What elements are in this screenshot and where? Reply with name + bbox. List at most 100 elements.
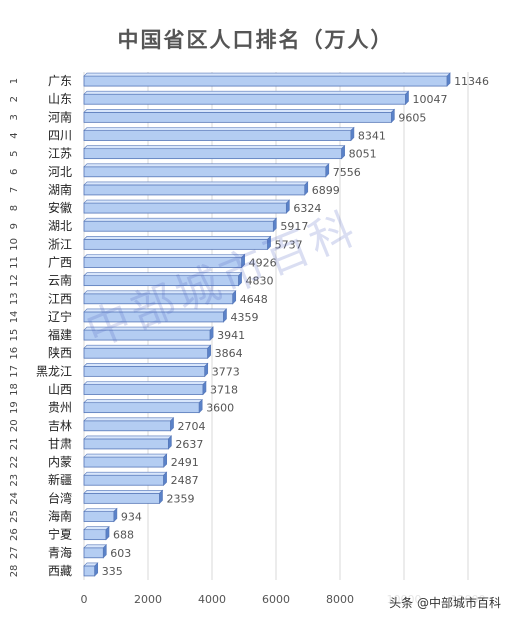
bars <box>83 72 451 577</box>
rank-label: 20 <box>9 419 20 432</box>
category-label: 河北 <box>48 165 72 179</box>
category-label: 西藏 <box>48 564 72 578</box>
rank-label: 13 <box>9 292 20 305</box>
rank-label: 14 <box>9 311 20 324</box>
x-tick-label: 8000 <box>326 593 354 606</box>
bar <box>83 220 274 232</box>
source-badge: 头条 @中部城市百科 <box>385 593 505 612</box>
data-label: 3773 <box>212 365 240 378</box>
category-label: 海南 <box>48 509 72 524</box>
bar <box>83 93 406 105</box>
bar-top-face <box>83 199 291 204</box>
rank-label: 22 <box>9 456 20 469</box>
rank-label: 2 <box>9 96 20 102</box>
data-label: 11346 <box>454 75 489 88</box>
data-label: 335 <box>102 565 123 578</box>
category-label: 云南 <box>48 273 72 288</box>
data-label: 2359 <box>166 492 194 505</box>
bar-top-face <box>83 399 203 403</box>
bar-side-face <box>159 489 163 505</box>
category-label: 陕西 <box>48 345 72 360</box>
bar <box>83 402 200 414</box>
rank-label: 12 <box>9 274 20 287</box>
bar-side-face <box>223 308 227 323</box>
bar <box>83 130 352 141</box>
bar-top-face <box>83 145 346 149</box>
bar-side-face <box>105 525 110 541</box>
bar-top-face <box>83 72 451 77</box>
x-tick-label: 2000 <box>134 593 162 606</box>
rank-label: 18 <box>9 383 20 396</box>
bar-side-face <box>168 435 172 450</box>
bar-top-face <box>83 508 118 512</box>
bar-top-face <box>83 417 175 422</box>
rank-label: 4 <box>9 132 20 138</box>
rank-label: 19 <box>9 401 20 414</box>
category-label: 广东 <box>48 74 72 88</box>
data-label: 9605 <box>398 111 426 124</box>
category-label: 山东 <box>48 92 72 106</box>
bar <box>83 111 392 123</box>
data-label: 2491 <box>171 456 199 469</box>
category-label: 甘肃 <box>48 437 72 451</box>
bar-top-face <box>83 90 410 95</box>
bar <box>83 511 115 522</box>
data-label: 3600 <box>206 402 234 415</box>
rank-label: 1 <box>9 78 20 84</box>
rank-label: 11 <box>9 256 20 269</box>
bar-top-face <box>83 435 173 440</box>
data-label: 2637 <box>175 438 203 451</box>
data-label: 603 <box>110 547 131 560</box>
bar-side-face <box>238 271 242 287</box>
category-label: 湖北 <box>48 218 72 233</box>
bar-top-face <box>83 127 355 131</box>
rank-label: 28 <box>9 565 20 578</box>
bar-top-face <box>83 544 108 549</box>
data-label: 5917 <box>280 220 308 233</box>
bar-side-face <box>163 471 167 486</box>
category-label: 广西 <box>48 256 72 270</box>
bar-top-face <box>83 217 278 222</box>
bar-side-face <box>341 144 345 160</box>
category-label: 江西 <box>48 292 72 306</box>
category-label: 湖南 <box>48 182 72 197</box>
category-label: 安徽 <box>48 200 72 215</box>
category-label: 江苏 <box>48 147 72 161</box>
bar <box>83 529 107 541</box>
x-tick-label: 4000 <box>198 593 226 606</box>
rank-label: 5 <box>9 150 20 156</box>
bar <box>83 365 206 377</box>
x-tick-label: 0 <box>81 593 88 606</box>
chart-title: 中国省区人口排名（万人） <box>117 27 394 52</box>
category-label: 新疆 <box>48 472 72 487</box>
data-label: 6899 <box>312 184 340 197</box>
category-label: 台湾 <box>48 490 72 505</box>
data-label: 4830 <box>246 275 274 288</box>
rank-label: 9 <box>9 223 20 229</box>
bar-side-face <box>350 126 355 142</box>
category-label: 青海 <box>48 545 72 560</box>
bar-side-face <box>446 72 451 87</box>
bar-side-face <box>163 453 168 468</box>
rank-label: 26 <box>9 528 20 541</box>
bar <box>83 202 287 214</box>
category-label: 四川 <box>48 129 72 143</box>
data-label: 934 <box>121 511 142 524</box>
category-label: 山西 <box>48 383 72 397</box>
bar-side-face <box>202 380 207 396</box>
category-label: 吉林 <box>48 419 72 433</box>
bar-side-face <box>391 108 395 124</box>
bar-side-face <box>286 199 290 214</box>
rank-label: 21 <box>9 438 20 451</box>
bar-top-face <box>83 381 207 385</box>
data-label: 2704 <box>178 420 206 433</box>
rank-label: 27 <box>9 546 20 559</box>
x-tick-label: 6000 <box>262 593 290 606</box>
rank-label: 3 <box>9 114 20 120</box>
rank-label: 15 <box>9 329 20 342</box>
bar-side-face <box>232 290 237 305</box>
bar-side-face <box>405 90 409 105</box>
bar <box>83 166 327 178</box>
bar <box>83 420 171 432</box>
bar <box>83 492 160 504</box>
